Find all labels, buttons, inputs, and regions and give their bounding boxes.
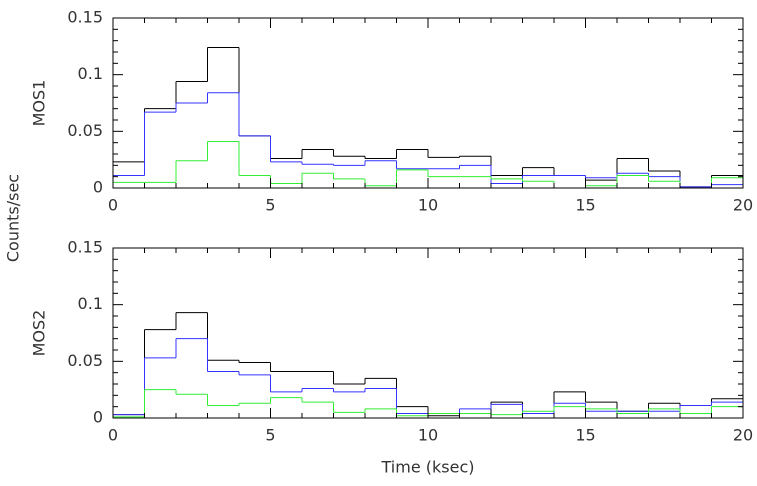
- x-tick-label: 5: [265, 196, 275, 215]
- y-tick-label: 0.1: [78, 294, 103, 313]
- panel-label: MOS1: [30, 80, 49, 127]
- panel-label: MOS2: [30, 310, 49, 357]
- x-tick-label: 0: [108, 426, 118, 445]
- x-axis-label: Time (ksec): [381, 458, 475, 477]
- y-tick-label: 0: [93, 178, 103, 197]
- x-tick-label: 10: [418, 196, 438, 215]
- y-tick-label: 0.15: [67, 238, 103, 257]
- x-tick-label: 15: [575, 426, 595, 445]
- y-tick-label: 0.05: [67, 351, 103, 370]
- x-tick-label: 10: [418, 426, 438, 445]
- x-tick-label: 15: [575, 196, 595, 215]
- y-tick-label: 0: [93, 408, 103, 427]
- y-tick-label: 0.1: [78, 64, 103, 83]
- x-tick-label: 5: [265, 426, 275, 445]
- x-tick-label: 0: [108, 196, 118, 215]
- shared-y-label: Counts/sec: [4, 174, 23, 262]
- y-tick-label: 0.05: [67, 121, 103, 140]
- y-tick-label: 0.15: [67, 8, 103, 27]
- x-tick-label: 20: [733, 196, 753, 215]
- x-tick-label: 20: [733, 426, 753, 445]
